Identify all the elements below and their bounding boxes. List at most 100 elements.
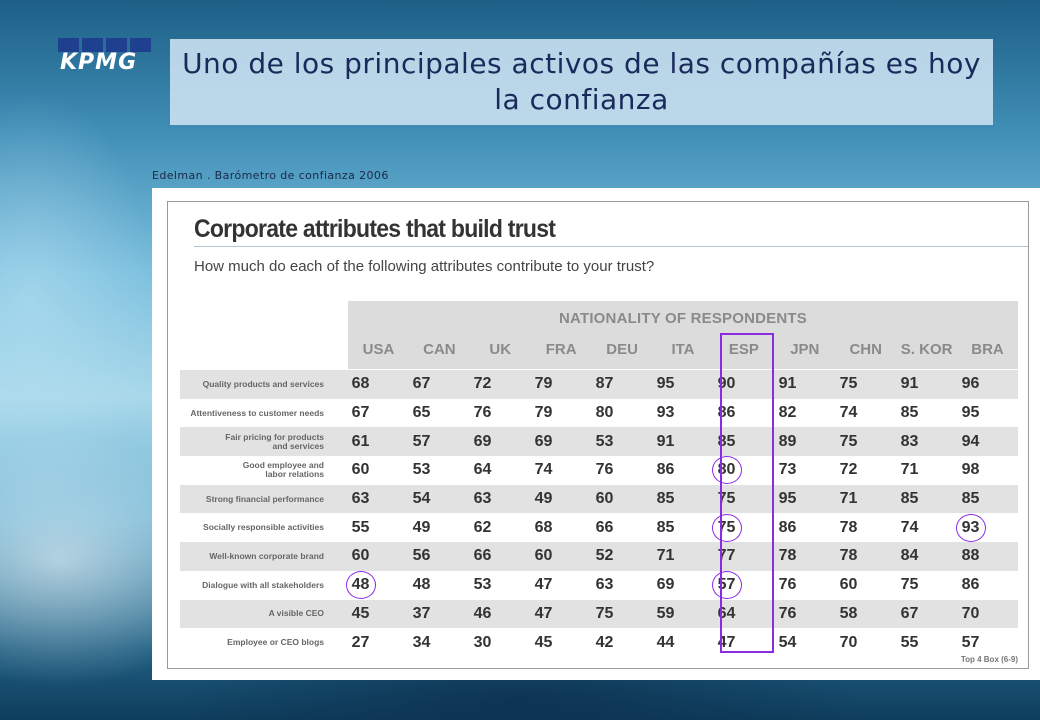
table-cell: 63: [595, 576, 614, 594]
highlight-circle: [711, 456, 742, 485]
table-row: Quality products and services 68 67 72 79 87 9…: [180, 370, 1018, 399]
table-cell: 66: [473, 547, 492, 565]
trust-table: Corporate attributes that build trust Ho…: [167, 201, 1029, 669]
table-cell: 63: [351, 490, 370, 508]
table-cell: 64: [473, 461, 492, 479]
table-cell: 75: [717, 490, 736, 508]
table-cell: 59: [656, 604, 675, 622]
table-cell: 62: [473, 518, 492, 536]
table-heading: Corporate attributes that build trust: [194, 215, 556, 243]
table-cell: 76: [595, 461, 614, 479]
table-cell: 85: [656, 490, 675, 508]
table-cell: 60: [595, 490, 614, 508]
table-cell: 64: [717, 604, 736, 622]
table-question: How much do each of the following attrib…: [194, 258, 655, 275]
column-header-fra: FRA: [545, 341, 577, 358]
table-cell: 74: [839, 404, 858, 422]
table-cell: 70: [961, 604, 980, 622]
table-cell: 37: [412, 604, 431, 622]
table-cell: 30: [473, 633, 492, 651]
table-cell: 57: [412, 432, 431, 450]
table-cell: 91: [656, 432, 675, 450]
table-cell: 93: [656, 404, 675, 422]
table-cell: 56: [412, 547, 431, 565]
table-cell: 79: [534, 375, 553, 393]
table-cell: 84: [900, 547, 919, 565]
table-cell: 69: [656, 576, 675, 594]
table-cell: 49: [412, 518, 431, 536]
column-header-bra: BRA: [971, 341, 1004, 358]
highlight-circle: [711, 513, 742, 542]
table-rows: Quality products and services 68 67 72 79 87 9…: [180, 370, 1018, 657]
table-cell: 91: [778, 375, 797, 393]
table-image-panel: Corporate attributes that build trust Ho…: [152, 188, 1040, 680]
table-row: A visible CEO 45 37 46 47 75 59 64 76 58 67 70: [180, 599, 1018, 629]
table-cell: 57: [961, 633, 980, 651]
slide-title-box: Uno de los principales activos de las co…: [170, 39, 993, 125]
table-cell: 95: [778, 490, 797, 508]
table-cell: 53: [473, 576, 492, 594]
table-cell: 77: [717, 547, 736, 565]
table-row: Employee or CEO blogs 27 34 30 45 42 44 47 54 70 5…: [180, 628, 1018, 657]
table-cell: 76: [778, 576, 797, 594]
table-cell: 69: [534, 432, 553, 450]
table-cell: 71: [900, 461, 919, 479]
table-cell: 60: [839, 576, 858, 594]
row-label: Attentiveness to customer needs: [190, 407, 324, 418]
logo-bars: [58, 38, 154, 52]
table-cell: 63: [473, 490, 492, 508]
column-header-skor: S. KOR: [900, 341, 953, 358]
table-cell: 78: [839, 518, 858, 536]
table-cell: 72: [473, 375, 492, 393]
table-cell: 95: [961, 404, 980, 422]
column-header-uk: UK: [489, 341, 512, 358]
row-label: Employee or CEO blogs: [227, 637, 324, 648]
table-cell: 47: [534, 576, 553, 594]
table-cell: 70: [839, 633, 858, 651]
highlight-circle: [955, 513, 986, 542]
table-cell: 75: [900, 576, 919, 594]
table-cell: 86: [717, 404, 736, 422]
table-row: Dialogue with all stakeholders 48 48 53 47 63…: [180, 571, 1018, 600]
table-cell: 74: [900, 518, 919, 536]
table-cell: 76: [473, 404, 492, 422]
table-cell: 85: [717, 432, 736, 450]
table-cell: 98: [961, 461, 980, 479]
table-cell: 61: [351, 432, 370, 450]
table-cell: 73: [778, 461, 797, 479]
table-cell: 60: [534, 547, 553, 565]
table-cell: 67: [412, 375, 431, 393]
table-row: Socially responsible activities 55 49 62 68 6…: [180, 513, 1018, 542]
table-cell: 85: [900, 404, 919, 422]
table-cell: 85: [961, 490, 980, 508]
table-cell: 86: [778, 518, 797, 536]
table-cell: 85: [656, 518, 675, 536]
table-cell: 47: [534, 604, 553, 622]
table-cell: 69: [473, 432, 492, 450]
table-cell: 53: [595, 432, 614, 450]
table-cell: 80: [595, 404, 614, 422]
table-row: Strong financial performance 63 54 63 49 60 85…: [180, 484, 1018, 514]
table-cell: 78: [839, 547, 858, 565]
row-label: Good employee and labor relations: [242, 460, 324, 480]
table-cell: 60: [351, 461, 370, 479]
table-cell: 54: [412, 490, 431, 508]
table-cell: 82: [778, 404, 797, 422]
row-label: Dialogue with all stakeholders: [202, 579, 324, 590]
table-cell: 90: [717, 375, 736, 393]
column-header-ita: ITA: [671, 341, 695, 358]
table-cell: 79: [534, 404, 553, 422]
table-cell: 75: [595, 604, 614, 622]
table-cell: 68: [351, 375, 370, 393]
table-cell: 91: [900, 375, 919, 393]
table-cell: 65: [412, 404, 431, 422]
slide-title: Uno de los principales activos de las co…: [182, 47, 981, 116]
table-cell: 96: [961, 375, 980, 393]
table-cell: 54: [778, 633, 797, 651]
highlight-circle: [345, 571, 376, 600]
table-cell: 66: [595, 518, 614, 536]
column-header-deu: DEU: [606, 341, 638, 358]
column-header-chn: CHN: [849, 341, 882, 358]
row-label: Socially responsible activities: [203, 522, 324, 533]
table-cell: 42: [595, 633, 614, 651]
